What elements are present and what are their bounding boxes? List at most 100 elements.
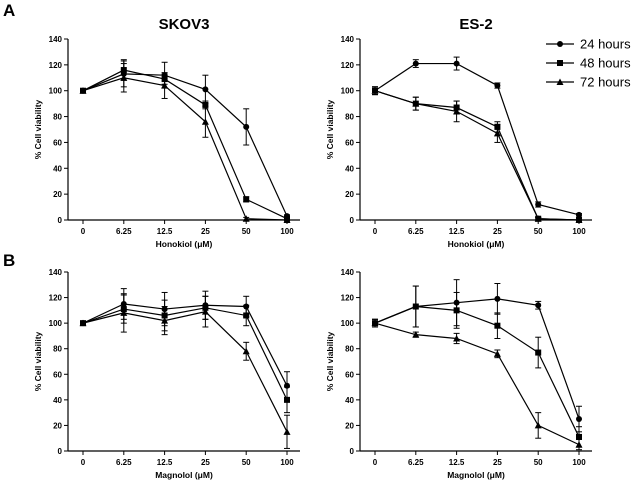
y-tick-label: 120 (49, 294, 63, 303)
data-point-72h (120, 309, 128, 316)
y-tick-label: 140 (49, 35, 63, 44)
series-line-24h (374, 62, 580, 216)
x-tick-label: 50 (242, 458, 251, 467)
y-tick-label: 140 (49, 268, 63, 277)
chart-skov3-magnolol: 0 20 40 60 80 100 120 140 0 6.25 12.5 25 50 100 Magnol… (33, 268, 300, 480)
x-tick-label: 100 (572, 458, 586, 467)
data-point-24h (412, 60, 419, 67)
series-48h (80, 59, 290, 222)
legend-marker (556, 78, 564, 85)
x-tick-label: 0 (81, 458, 86, 467)
series-72h (371, 318, 583, 451)
data-point-72h (575, 441, 583, 448)
y-tick-label: 40 (53, 164, 62, 173)
data-point-72h (493, 129, 501, 137)
y-tick-label: 40 (345, 164, 354, 173)
legend-label: 72 hours (580, 75, 631, 90)
series-48h (80, 294, 290, 414)
panel-label-b: B (3, 251, 15, 270)
data-point-48h (412, 303, 419, 310)
y-tick-label: 60 (345, 370, 354, 379)
y-tick-label: 100 (341, 87, 355, 96)
x-tick-label: 25 (201, 227, 210, 236)
x-tick-label: 12.5 (157, 227, 173, 236)
data-point-48h (243, 312, 250, 319)
x-tick-label: 6.25 (116, 227, 132, 236)
y-tick-label: 140 (341, 268, 355, 277)
x-axis-label: Honokiol (μM) (156, 239, 213, 249)
legend-item-24h: 24 hours (546, 37, 631, 52)
y-tick-label: 0 (350, 216, 355, 225)
y-tick-label: 20 (345, 190, 354, 199)
y-tick-label: 100 (49, 87, 63, 96)
x-tick-label: 12.5 (157, 458, 173, 467)
data-point-72h (120, 74, 128, 81)
data-point-72h (242, 347, 250, 355)
chart-title: SKOV3 (159, 16, 210, 33)
y-tick-label: 0 (58, 447, 63, 456)
series-24h (372, 279, 582, 433)
x-tick-label: 6.25 (116, 458, 132, 467)
legend-item-48h: 48 hours (546, 56, 631, 71)
series-line-72h (82, 310, 288, 433)
series-24h (372, 56, 582, 218)
data-point-48h (453, 307, 460, 314)
y-tick-label: 80 (345, 345, 354, 354)
data-point-24h (535, 201, 542, 208)
series-72h (79, 63, 291, 223)
y-tick-label: 120 (341, 61, 355, 70)
y-tick-label: 40 (53, 396, 62, 405)
data-point-48h (284, 396, 290, 403)
data-point-24h (576, 211, 582, 218)
panel-label-a: A (3, 1, 15, 20)
x-tick-label: 25 (201, 458, 210, 467)
data-point-72h (534, 215, 542, 222)
data-point-72h (201, 118, 209, 125)
series-line-24h (82, 303, 288, 387)
y-tick-label: 100 (49, 319, 63, 328)
x-tick-label: 0 (373, 227, 378, 236)
x-axis-label: Honokiol (μM) (448, 239, 505, 249)
y-tick-label: 0 (58, 216, 63, 225)
data-point-72h (534, 421, 542, 429)
x-tick-label: 100 (572, 227, 586, 236)
data-point-72h (575, 216, 583, 223)
x-axis-label: Magnolol (μM) (155, 470, 213, 480)
x-tick-label: 0 (81, 227, 86, 236)
series-line-48h (82, 307, 288, 401)
data-point-24h (576, 416, 582, 423)
y-tick-label: 140 (341, 35, 355, 44)
data-point-24h (453, 60, 460, 67)
data-point-72h (412, 331, 420, 338)
series-24h (80, 288, 290, 401)
x-tick-label: 0 (373, 458, 378, 467)
data-point-72h (161, 82, 169, 89)
y-tick-label: 60 (345, 138, 354, 147)
x-tick-label: 50 (534, 458, 543, 467)
series-line-48h (374, 90, 580, 221)
chart-title: ES-2 (459, 16, 492, 33)
y-tick-label: 120 (49, 61, 63, 70)
data-point-24h (494, 295, 501, 302)
data-point-48h (535, 349, 542, 356)
chart-skov3-honokiol: SKOV3 0 20 40 60 80 100 120 140 0 6.25 12.5 25 50 100 H… (33, 16, 300, 249)
y-tick-label: 60 (53, 370, 62, 379)
y-tick-label: 60 (53, 138, 62, 147)
y-tick-label: 40 (345, 396, 354, 405)
x-tick-label: 6.25 (408, 227, 424, 236)
x-tick-label: 50 (242, 227, 251, 236)
y-tick-label: 120 (341, 294, 355, 303)
y-tick-label: 80 (53, 345, 62, 354)
series-48h (372, 285, 582, 448)
data-point-72h (371, 87, 379, 94)
legend-marker (557, 60, 563, 66)
data-point-48h (243, 196, 250, 203)
data-point-72h (371, 319, 379, 327)
chart-es2-honokiol: ES-2 0 20 40 60 80 100 120 140 0 6.25 12.5 25 50 100 Ho… (325, 16, 592, 249)
series-72h (371, 86, 583, 223)
data-point-72h (283, 216, 291, 223)
series-line-24h (374, 298, 580, 420)
y-axis-label: % Cell viability (33, 331, 43, 391)
data-point-72h (79, 319, 87, 327)
y-tick-label: 80 (345, 113, 354, 122)
